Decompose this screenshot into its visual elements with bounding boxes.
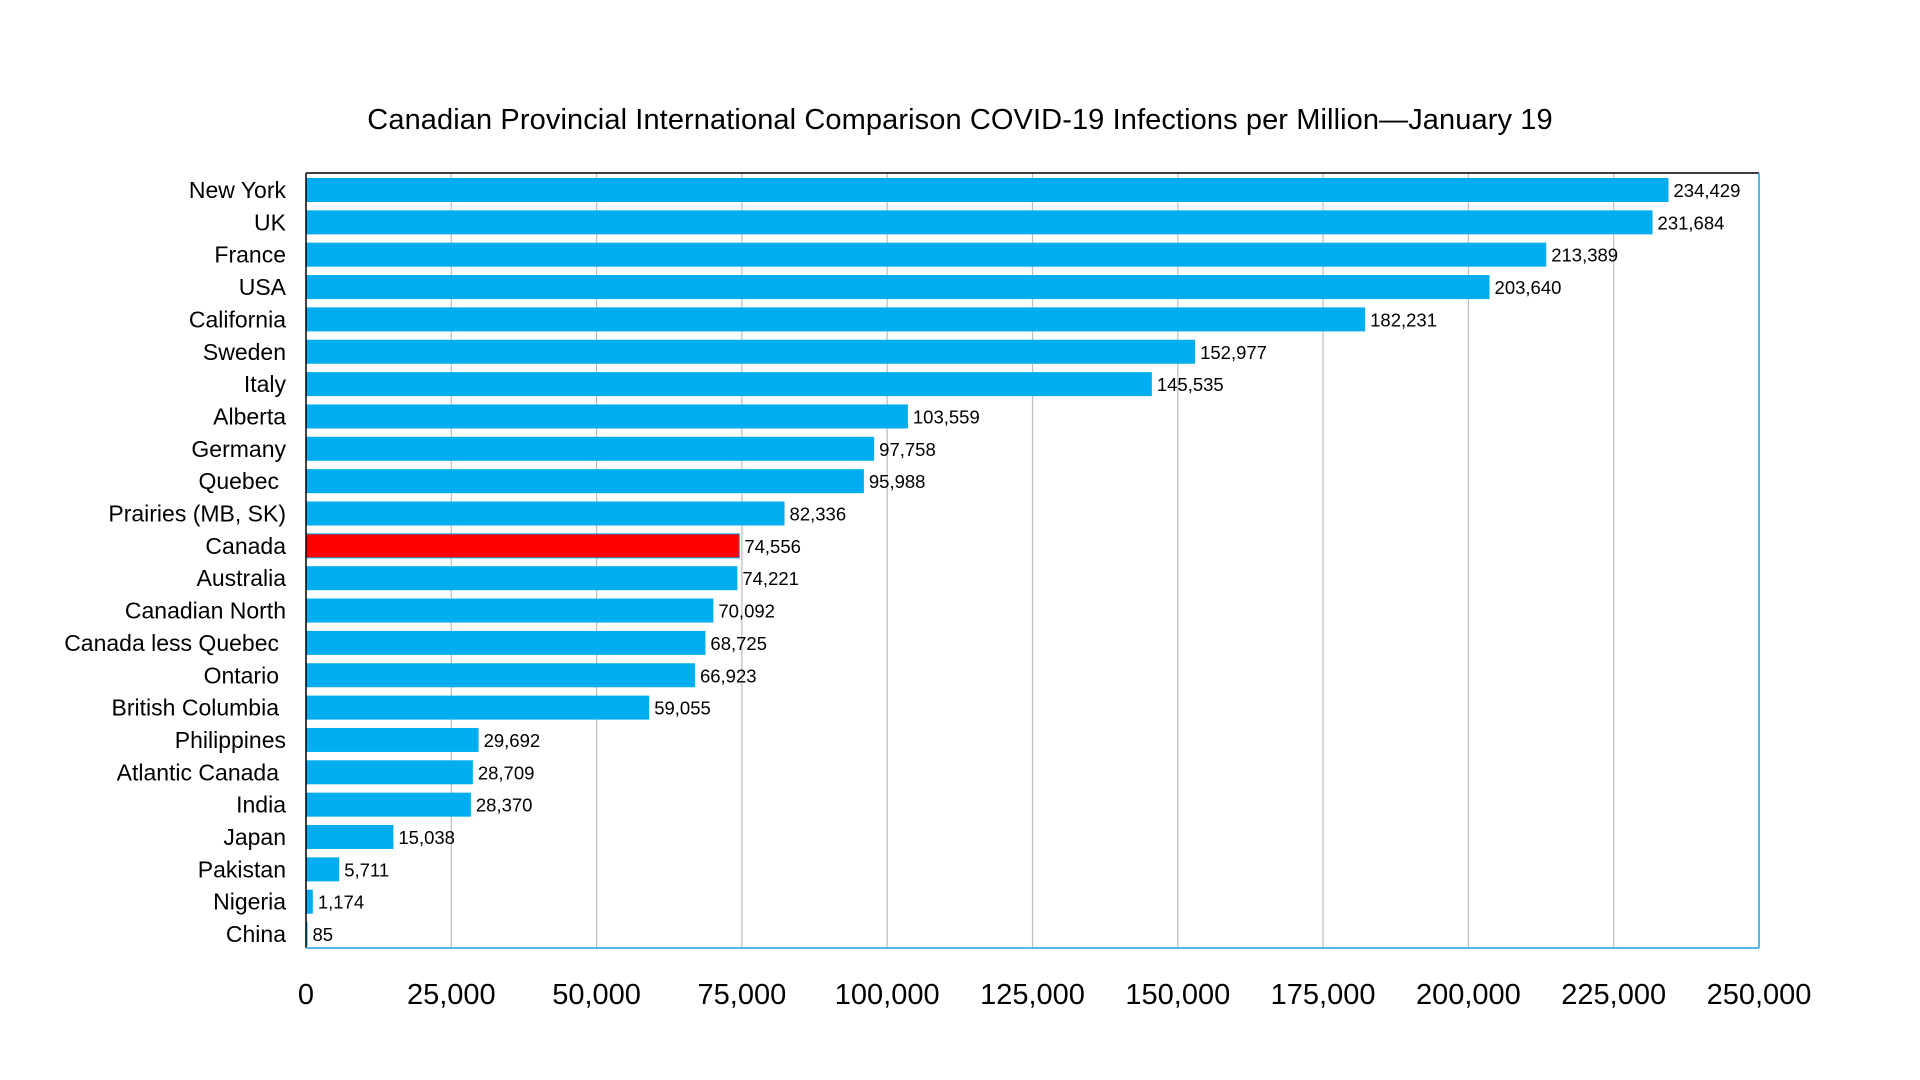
x-tick-label: 175,000 xyxy=(1271,979,1376,1011)
value-label: 5,711 xyxy=(344,859,389,880)
category-label: Ontario xyxy=(204,662,279,688)
bar xyxy=(306,339,1196,364)
value-label: 66,923 xyxy=(700,665,757,686)
value-label: 68,725 xyxy=(710,633,767,654)
category-label: Canada less Quebec xyxy=(64,630,279,656)
category-label: China xyxy=(226,921,286,947)
x-tick-label: 225,000 xyxy=(1561,979,1666,1011)
value-label: 29,692 xyxy=(484,730,541,751)
bar xyxy=(306,275,1490,300)
category-label: Canada xyxy=(205,533,286,559)
category-label: Pakistan xyxy=(198,856,286,882)
x-tick-label: 200,000 xyxy=(1416,979,1521,1011)
bar xyxy=(306,469,864,494)
bar xyxy=(306,630,706,655)
category-label: Alberta xyxy=(213,403,286,429)
value-label: 152,977 xyxy=(1200,342,1267,363)
value-label: 97,758 xyxy=(879,439,936,460)
bar xyxy=(306,727,479,752)
category-label: Italy xyxy=(244,371,287,397)
category-label: Japan xyxy=(223,824,286,850)
category-label: Philippines xyxy=(175,727,286,753)
x-tick-label: 25,000 xyxy=(407,979,496,1011)
bar xyxy=(306,501,785,526)
x-tick-label: 125,000 xyxy=(980,979,1085,1011)
value-label: 213,389 xyxy=(1551,245,1618,266)
bar xyxy=(306,566,738,591)
bar xyxy=(306,857,340,882)
value-label: 70,092 xyxy=(718,601,775,622)
category-label: UK xyxy=(254,209,287,235)
value-label: 85 xyxy=(313,924,334,945)
bars xyxy=(305,178,1669,947)
value-label: 59,055 xyxy=(654,698,711,719)
bar xyxy=(306,372,1152,397)
value-label: 1,174 xyxy=(318,892,364,913)
bar xyxy=(306,889,313,914)
x-tick-label: 50,000 xyxy=(552,979,641,1011)
x-tick-label: 150,000 xyxy=(1125,979,1230,1011)
x-tick-label: 250,000 xyxy=(1707,979,1812,1011)
category-label: Atlantic Canada xyxy=(117,759,280,785)
bar xyxy=(306,436,875,461)
category-label: Canadian North xyxy=(125,598,286,624)
value-label: 74,556 xyxy=(744,536,801,557)
category-label: Australia xyxy=(197,565,287,591)
value-label: 234,429 xyxy=(1674,180,1741,201)
bar xyxy=(306,178,1669,202)
x-tick-label: 75,000 xyxy=(698,979,787,1011)
category-label: USA xyxy=(239,274,287,300)
bar xyxy=(306,760,473,785)
category-label: France xyxy=(214,242,286,268)
value-label: 203,640 xyxy=(1495,277,1562,298)
category-label: Prairies (MB, SK) xyxy=(108,501,286,527)
gridlines xyxy=(450,173,1615,948)
bar xyxy=(306,792,471,817)
bar xyxy=(306,307,1366,332)
value-label: 28,709 xyxy=(478,762,535,783)
category-label: California xyxy=(189,306,286,332)
value-label: 145,535 xyxy=(1157,374,1224,395)
bar xyxy=(306,598,714,623)
plot-frame xyxy=(305,172,1760,949)
category-label: Sweden xyxy=(203,339,286,365)
value-label: 95,988 xyxy=(869,471,926,492)
bar xyxy=(306,663,695,688)
category-label: Nigeria xyxy=(213,889,286,915)
bar xyxy=(306,242,1547,267)
bar xyxy=(305,533,740,559)
bar xyxy=(306,404,908,429)
chart-title: Canadian Provincial International Compar… xyxy=(367,104,1553,136)
value-label: 182,231 xyxy=(1370,309,1437,330)
category-label: Germany xyxy=(191,436,286,462)
bar xyxy=(306,210,1653,235)
category-labels: New York UK France USA California Sweden Italy… xyxy=(64,177,286,947)
value-label: 103,559 xyxy=(913,406,980,427)
value-label: 15,038 xyxy=(398,827,455,848)
value-label: 74,221 xyxy=(742,568,799,589)
x-axis-tick-labels: 0 25,000 50,000 75,000 100,000 125,000 150,000… xyxy=(298,979,1811,1011)
x-tick-label: 0 xyxy=(298,979,314,1011)
bar xyxy=(306,825,394,849)
value-label: 82,336 xyxy=(790,504,847,525)
value-label: 28,370 xyxy=(476,795,533,816)
bar xyxy=(306,695,650,720)
x-tick-label: 100,000 xyxy=(835,979,940,1011)
category-label: British Columbia xyxy=(112,695,280,721)
category-label: New York xyxy=(189,177,287,203)
value-labels: 234,429 231,684 213,389 203,640 182,231 152,9… xyxy=(313,180,1741,945)
value-label: 231,684 xyxy=(1658,212,1725,233)
category-label: Quebec xyxy=(198,468,279,494)
category-label: India xyxy=(236,792,286,818)
